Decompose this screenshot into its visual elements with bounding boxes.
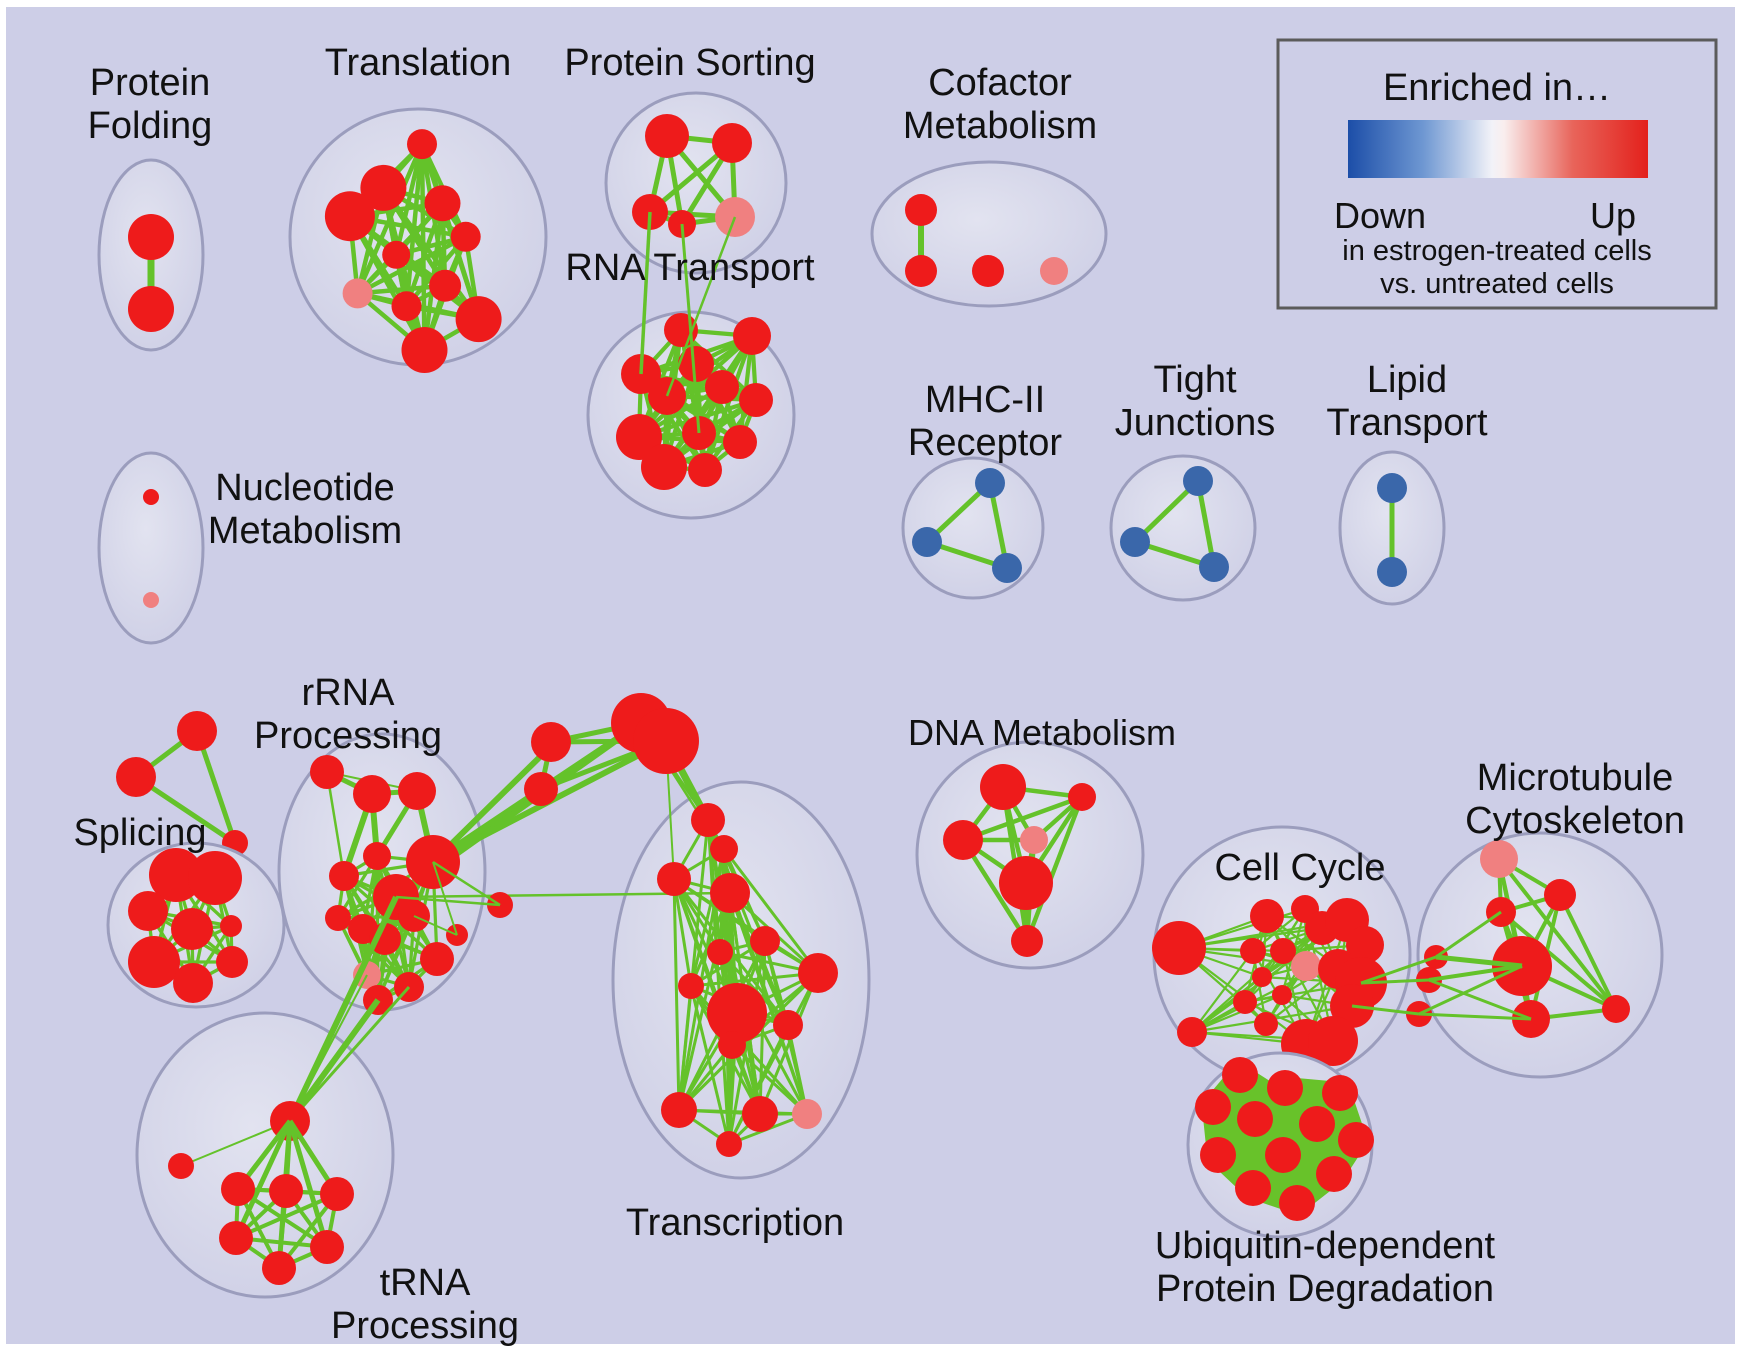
svg-text:MHC-II: MHC-II [925, 379, 1045, 421]
svg-text:Processing: Processing [331, 1305, 519, 1347]
svg-text:Ubiquitin-dependent: Ubiquitin-dependent [1155, 1225, 1496, 1267]
svg-text:Enriched in…: Enriched in… [1383, 67, 1611, 109]
svg-text:Up: Up [1590, 195, 1636, 236]
svg-text:Transcription: Transcription [626, 1202, 844, 1244]
svg-text:Junctions: Junctions [1115, 402, 1276, 444]
svg-text:Microtubule: Microtubule [1477, 757, 1673, 799]
svg-text:vs. untreated cells: vs. untreated cells [1380, 268, 1614, 300]
svg-text:Folding: Folding [88, 105, 213, 147]
svg-text:Down: Down [1334, 195, 1426, 236]
svg-text:Protein: Protein [90, 62, 210, 104]
svg-text:Transport: Transport [1326, 402, 1488, 444]
svg-text:Processing: Processing [254, 715, 442, 757]
svg-text:rRNA: rRNA [302, 672, 396, 714]
svg-text:Cell Cycle: Cell Cycle [1214, 847, 1385, 889]
svg-text:Protein Degradation: Protein Degradation [1156, 1268, 1494, 1310]
svg-text:Tight: Tight [1153, 359, 1237, 401]
svg-text:in estrogen-treated cells: in estrogen-treated cells [1342, 235, 1652, 267]
svg-text:RNA Transport: RNA Transport [565, 247, 815, 289]
svg-text:Metabolism: Metabolism [903, 105, 1097, 147]
svg-text:Lipid: Lipid [1367, 359, 1447, 401]
svg-text:Receptor: Receptor [908, 422, 1063, 464]
svg-text:Protein Sorting: Protein Sorting [564, 42, 815, 84]
svg-text:Translation: Translation [325, 42, 512, 84]
svg-text:DNA Metabolism: DNA Metabolism [908, 712, 1176, 753]
svg-text:Metabolism: Metabolism [208, 510, 402, 552]
svg-text:Cytoskeleton: Cytoskeleton [1465, 800, 1685, 842]
svg-text:Cofactor: Cofactor [928, 62, 1072, 104]
svg-text:Splicing: Splicing [73, 812, 206, 854]
svg-text:Nucleotide: Nucleotide [215, 467, 395, 509]
svg-text:tRNA: tRNA [380, 1262, 471, 1304]
